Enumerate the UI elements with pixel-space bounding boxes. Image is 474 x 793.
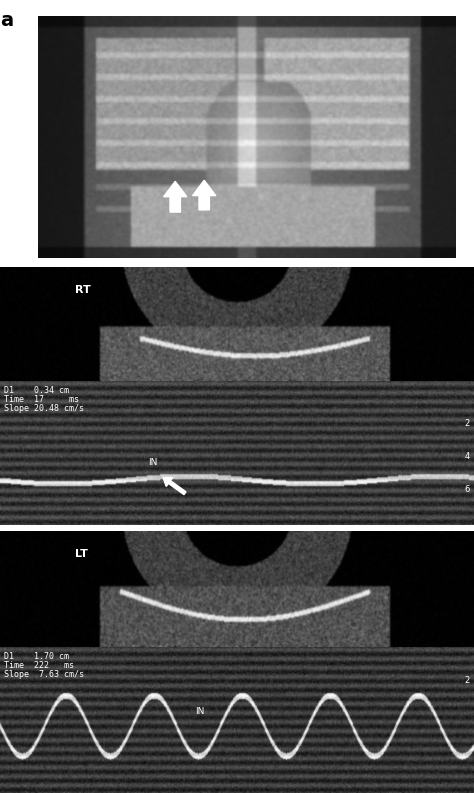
Text: Slope  7.63 cm/s: Slope 7.63 cm/s — [4, 670, 84, 680]
Text: 2: 2 — [465, 419, 470, 428]
Text: 6: 6 — [465, 485, 470, 494]
Text: RT: RT — [75, 285, 91, 295]
Text: Time  222   ms: Time 222 ms — [4, 661, 74, 670]
Text: LT: LT — [75, 550, 88, 559]
Text: a: a — [0, 11, 13, 30]
FancyArrow shape — [192, 180, 216, 210]
Text: 2: 2 — [465, 676, 470, 685]
Text: Slope 20.48 cm/s: Slope 20.48 cm/s — [4, 404, 84, 413]
Text: IN: IN — [148, 458, 157, 466]
FancyArrow shape — [164, 182, 187, 212]
Text: D1    1.70 cm: D1 1.70 cm — [4, 652, 69, 661]
Text: IN: IN — [195, 707, 204, 716]
Text: D1    0.34 cm: D1 0.34 cm — [4, 386, 69, 395]
Text: c: c — [0, 542, 1, 561]
FancyArrow shape — [163, 477, 186, 495]
Text: 4: 4 — [465, 452, 470, 461]
Text: b: b — [0, 278, 4, 296]
Text: Time  17     ms: Time 17 ms — [4, 395, 79, 404]
